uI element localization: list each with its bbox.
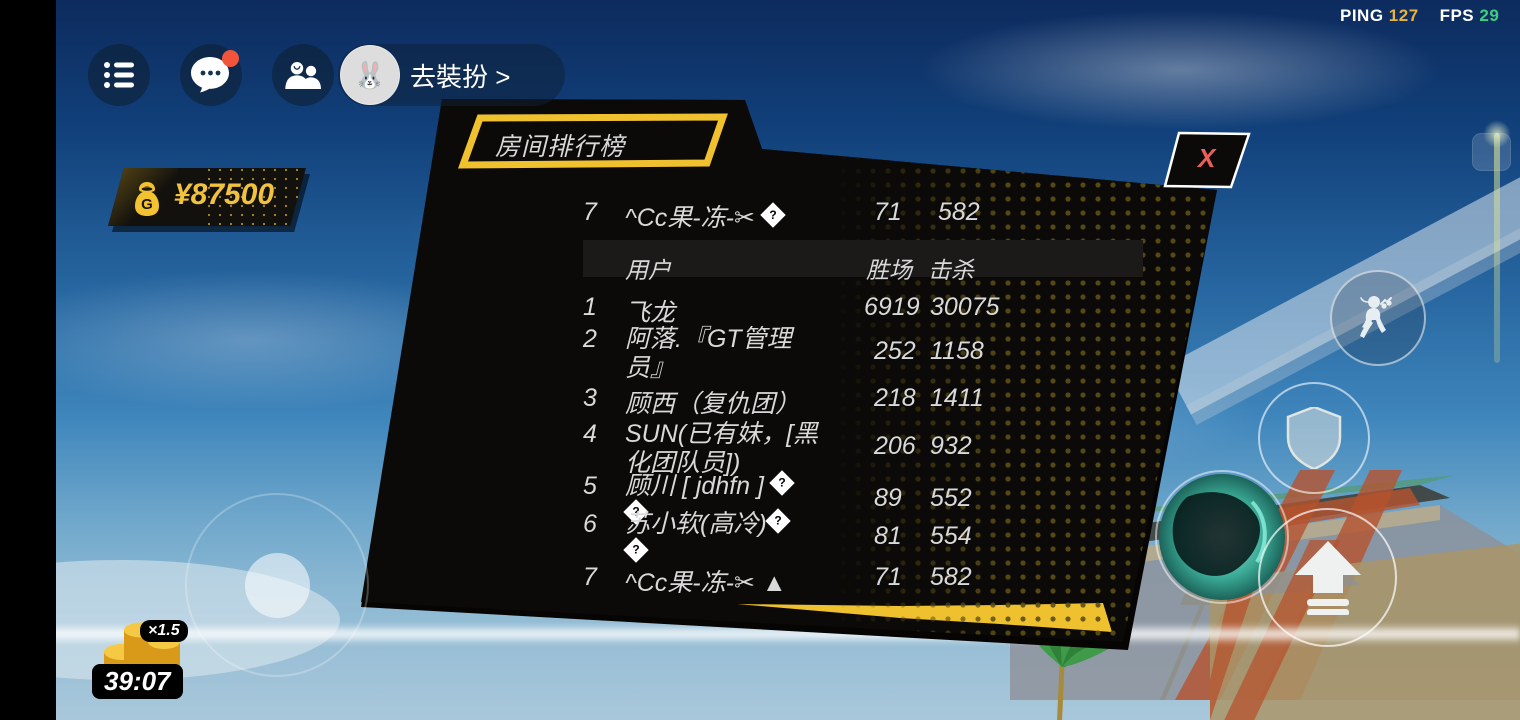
svg-text:G: G: [141, 196, 153, 213]
